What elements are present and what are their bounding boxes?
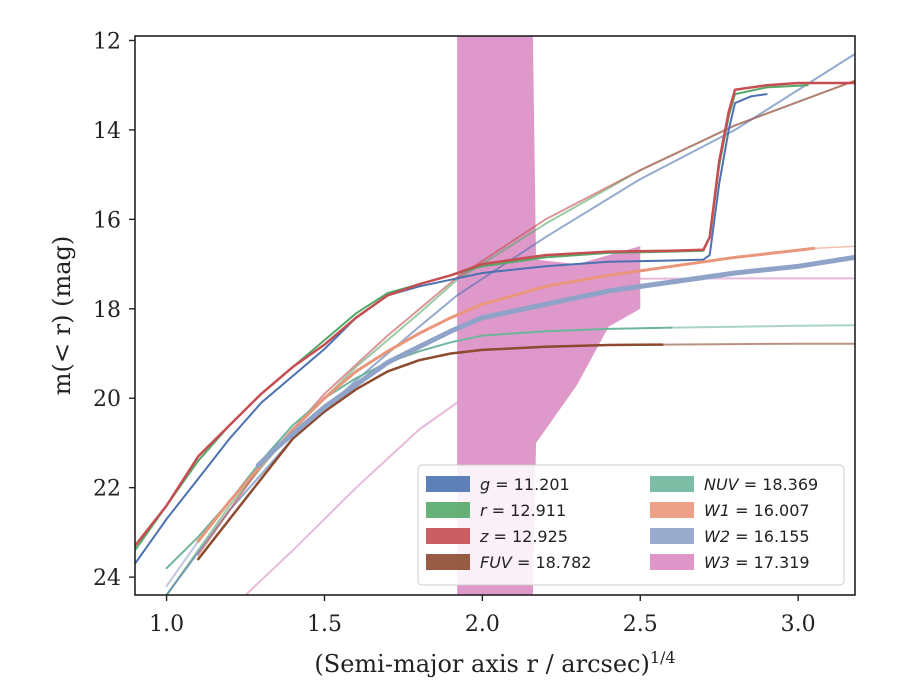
y-axis: 12 14 16 18 20 22 24 <box>93 29 135 591</box>
legend-swatch-w2 <box>650 528 694 544</box>
x-tick-label: 2.0 <box>465 612 500 637</box>
y-axis-label: m(< r) (mag) <box>48 236 76 395</box>
x-axis-label: (Semi-major axis r / arcsec)1/4 <box>314 648 675 679</box>
x-tick-label: 2.5 <box>623 612 658 637</box>
x-axis-label-text: (Semi-major axis r / arcsec) <box>314 650 649 678</box>
x-tick-label: 1.5 <box>307 612 342 637</box>
band-w3 <box>457 36 641 595</box>
legend-label-w1: W1 = 16.007 <box>704 501 810 520</box>
series-line-fuv-faded <box>661 342 855 346</box>
y-tick-label: 22 <box>93 477 121 502</box>
x-tick-label: 3.0 <box>781 612 816 637</box>
series-line-z <box>135 81 855 548</box>
plot-frame <box>134 35 856 596</box>
series-line-g-faded <box>165 52 855 595</box>
legend-swatch-g <box>426 476 470 492</box>
legend-label-fuv: FUV = 18.782 <box>480 553 591 572</box>
y-tick-label: 18 <box>93 298 121 323</box>
legend-label-nuv: NUV = 18.369 <box>704 475 818 494</box>
legend-label-z: z = 12.925 <box>479 527 568 546</box>
series-line-w3-faded <box>244 401 459 595</box>
y-tick-label: 16 <box>93 208 121 233</box>
y-tick-label: 24 <box>93 566 121 591</box>
legend-label-r: r = 12.911 <box>480 501 566 520</box>
legend-label-g: g = 11.201 <box>480 475 570 494</box>
series-line-g <box>135 93 768 565</box>
series-line-w2 <box>255 254 855 468</box>
legend-swatch-z <box>426 528 470 544</box>
error-bands <box>457 36 641 595</box>
legend-swatch-w3 <box>650 554 694 570</box>
legend-label-w3: W3 = 17.319 <box>704 553 810 572</box>
y-tick-label: 12 <box>93 29 121 54</box>
legend-box <box>417 464 845 586</box>
legend-swatch-fuv <box>426 554 470 570</box>
legend-label-w2: W2 = 16.155 <box>704 527 810 546</box>
legend: g = 11.201 r = 12.911 z = 12.925 FUV = 18.7… <box>417 464 845 586</box>
y-tick-label: 14 <box>93 119 121 144</box>
series-line-w1-faded <box>813 245 855 250</box>
x-tick-label: 1.0 <box>149 612 184 637</box>
legend-swatch-w1 <box>650 502 694 518</box>
x-axis: 1.0 1.5 2.0 2.5 3.0 <box>149 595 816 637</box>
legend-swatch-nuv <box>650 476 694 492</box>
y-tick-label: 20 <box>93 387 121 412</box>
series-line-nuv-faded <box>670 324 855 329</box>
legend-swatch-r <box>426 502 470 518</box>
x-axis-label-superscript: 1/4 <box>650 648 676 667</box>
series-lines <box>135 52 855 595</box>
series-line-fuv <box>196 343 664 561</box>
